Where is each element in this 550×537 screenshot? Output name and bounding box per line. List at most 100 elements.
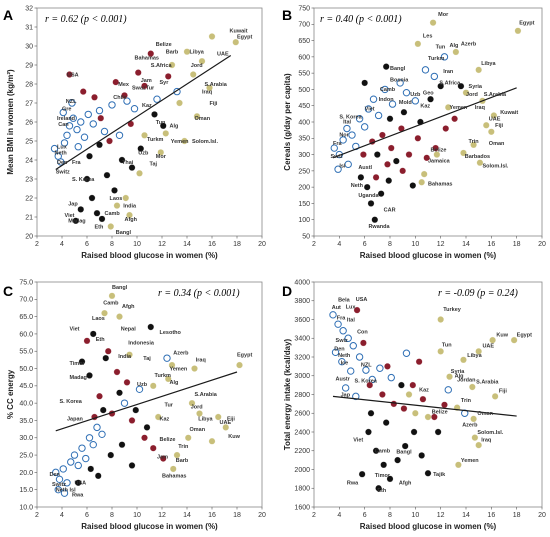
data-point	[77, 206, 85, 213]
data-point	[118, 441, 126, 449]
country-label: Indon	[379, 97, 395, 103]
country-label: S.Arabia	[205, 82, 228, 88]
x-axis-label: Raised blood glucose in women (%)	[360, 251, 497, 260]
x-tick-label: 4	[60, 241, 64, 248]
data-point	[130, 105, 139, 113]
data-point	[208, 33, 216, 40]
data-point	[372, 447, 380, 455]
country-label: Oman	[489, 141, 505, 147]
country-label: S. Korea	[355, 378, 378, 384]
country-label: NZL	[66, 99, 77, 105]
y-tick-label: 21	[25, 214, 33, 221]
country-label: Isl	[70, 487, 77, 493]
data-point	[444, 103, 452, 111]
data-point	[347, 367, 355, 375]
data-point	[357, 174, 365, 181]
data-point	[430, 72, 439, 81]
data-point	[400, 405, 408, 412]
x-tick-label: 12	[437, 512, 445, 519]
country-label: Mex	[118, 82, 130, 88]
data-point	[338, 357, 346, 366]
data-point	[168, 61, 176, 69]
x-tick-label: 10	[411, 512, 419, 519]
data-point	[510, 336, 518, 344]
x-tick-label: 10	[411, 241, 419, 248]
country-label: Mold	[399, 100, 412, 106]
data-point	[163, 354, 171, 362]
country-label: Jam	[141, 78, 152, 84]
trend-line	[332, 87, 517, 159]
data-point	[334, 165, 342, 173]
country-label: Fiji	[210, 101, 218, 107]
country-label: Alg	[455, 374, 464, 380]
data-point	[173, 451, 181, 459]
country-label: India	[118, 354, 132, 360]
country-label: Neth	[351, 183, 364, 189]
data-point	[384, 363, 391, 370]
x-axis-label: Raised blood glucose in women (%)	[360, 522, 497, 531]
data-point	[441, 401, 448, 409]
country-label: Uzb	[138, 150, 149, 156]
data-point	[388, 100, 397, 108]
country-label: Kaz	[142, 103, 152, 109]
data-point	[360, 151, 367, 158]
country-label: Bahamas	[428, 182, 452, 188]
data-point	[382, 419, 390, 426]
y-tick-label: 27	[25, 100, 33, 107]
data-point	[208, 437, 216, 445]
country-label: S. Korea	[339, 115, 362, 121]
data-point	[121, 92, 128, 99]
country-label: UAE	[217, 52, 229, 58]
country-label: Belize	[160, 437, 176, 443]
country-label: Con	[357, 330, 368, 336]
country-label: UAE	[489, 116, 501, 122]
x-tick-label: 4	[337, 241, 341, 248]
data-point	[70, 451, 79, 459]
data-point	[102, 354, 110, 362]
data-point	[88, 194, 96, 202]
data-point	[147, 50, 155, 57]
y-tick-label: 40.0	[19, 401, 33, 408]
data-point	[153, 95, 161, 103]
y-tick-label: 15.0	[19, 487, 33, 494]
data-point	[444, 386, 452, 394]
data-point	[83, 337, 91, 345]
data-point	[57, 158, 65, 166]
data-point	[330, 144, 338, 152]
y-tick-label: 400	[298, 119, 310, 126]
x-tick-label: 6	[363, 512, 367, 519]
country-label: Nor	[339, 133, 349, 139]
data-point	[176, 99, 183, 107]
data-point	[50, 144, 59, 153]
x-tick-label: 2	[35, 241, 39, 248]
data-point	[475, 66, 483, 74]
country-label: Belize	[156, 42, 172, 48]
data-point	[118, 156, 126, 164]
y-tick-label: 3000	[294, 373, 310, 380]
data-point	[193, 112, 201, 120]
country-label: Kaz	[420, 103, 430, 109]
data-point	[470, 141, 477, 149]
country-label: Oman	[195, 116, 211, 122]
data-point	[63, 131, 71, 140]
data-point	[164, 73, 172, 80]
country-label: Ital	[347, 317, 355, 323]
data-point	[149, 444, 157, 452]
y-tick-label: 1800	[294, 486, 310, 493]
y-tick-label: 3800	[294, 298, 310, 305]
data-point	[89, 330, 97, 338]
data-point	[421, 66, 430, 74]
data-point	[382, 63, 390, 70]
country-label: Fiji	[227, 416, 235, 422]
data-point	[97, 114, 105, 122]
data-point	[135, 385, 144, 394]
data-point	[78, 444, 86, 452]
data-point	[168, 361, 176, 369]
data-point	[108, 101, 116, 109]
data-point	[123, 379, 131, 386]
data-point	[489, 336, 496, 344]
data-point	[91, 93, 98, 101]
x-tick-label: 16	[208, 512, 216, 519]
data-point	[367, 409, 375, 417]
country-label: Viet	[365, 107, 375, 113]
